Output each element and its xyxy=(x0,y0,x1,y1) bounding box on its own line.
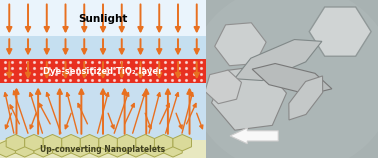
Bar xyxy=(0,140,206,158)
Polygon shape xyxy=(53,141,71,157)
Polygon shape xyxy=(62,134,80,151)
Polygon shape xyxy=(252,64,332,94)
Polygon shape xyxy=(99,134,118,151)
Polygon shape xyxy=(90,141,108,157)
Polygon shape xyxy=(212,66,287,130)
Text: Dye-sensitized TiO₂ layer: Dye-sensitized TiO₂ layer xyxy=(43,67,163,76)
Polygon shape xyxy=(34,141,53,157)
Text: Sunlight: Sunlight xyxy=(78,14,128,24)
Polygon shape xyxy=(15,141,34,157)
FancyArrow shape xyxy=(230,128,278,144)
Polygon shape xyxy=(0,141,15,157)
Polygon shape xyxy=(6,134,25,151)
Polygon shape xyxy=(215,23,266,66)
Polygon shape xyxy=(205,70,242,104)
Polygon shape xyxy=(25,134,43,151)
Polygon shape xyxy=(71,141,90,157)
Polygon shape xyxy=(155,134,173,151)
Polygon shape xyxy=(108,141,127,157)
Polygon shape xyxy=(309,7,371,56)
Polygon shape xyxy=(289,76,323,120)
Polygon shape xyxy=(173,134,192,151)
Bar xyxy=(0,0,206,36)
Bar xyxy=(0,36,206,59)
Text: Up-converting Nanoplatelets: Up-converting Nanoplatelets xyxy=(40,145,166,154)
Bar xyxy=(0,83,206,140)
Polygon shape xyxy=(136,134,155,151)
Bar xyxy=(0,59,206,83)
Polygon shape xyxy=(127,141,145,157)
Polygon shape xyxy=(235,40,322,81)
Polygon shape xyxy=(80,134,99,151)
Polygon shape xyxy=(43,134,62,151)
Ellipse shape xyxy=(189,0,378,158)
Polygon shape xyxy=(145,141,164,157)
Polygon shape xyxy=(164,141,182,157)
Polygon shape xyxy=(117,134,136,151)
